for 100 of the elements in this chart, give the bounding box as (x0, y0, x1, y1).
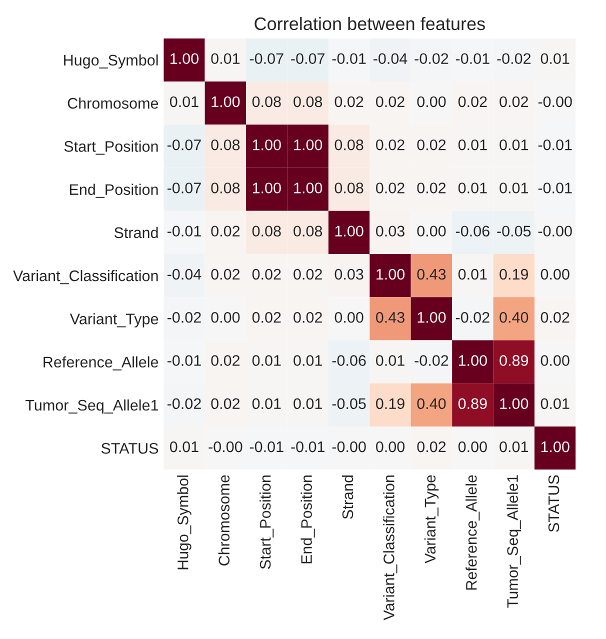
data-label: -0.07 (167, 182, 201, 194)
data-label: 1.00 (170, 53, 198, 64)
data-label: 0.40 (417, 398, 446, 410)
data-label: -0.01 (167, 226, 201, 237)
data-label: 0.02 (334, 96, 364, 108)
data-label: 0.43 (376, 312, 404, 323)
y-tick-label: Chromosome (68, 98, 158, 109)
data-label: -0.02 (167, 398, 201, 410)
data-label: -0.07 (291, 53, 324, 64)
data-label: 0.08 (211, 139, 240, 150)
data-label: -0.00 (538, 96, 572, 108)
data-label: 0.08 (294, 226, 322, 237)
data-label: -0.02 (456, 312, 490, 323)
data-label: -0.01 (538, 182, 572, 194)
data-label: -0.02 (497, 53, 531, 64)
y-tick-label: Start_Position (64, 140, 158, 155)
data-label: -0.01 (167, 355, 201, 366)
data-label: -0.02 (414, 53, 448, 64)
data-label: -0.02 (414, 355, 448, 366)
data-label: 0.01 (170, 96, 198, 108)
data-label: 0.02 (417, 139, 446, 150)
data-label: 0.01 (252, 398, 281, 410)
data-label: -0.00 (332, 441, 366, 452)
y-tick-label: Tumor_Seq_Allele1 (26, 399, 158, 414)
data-label: -0.04 (167, 268, 202, 280)
data-label: -0.06 (456, 226, 490, 237)
data-label: 0.08 (252, 226, 281, 237)
data-label: -0.01 (332, 53, 366, 64)
data-label: 0.01 (500, 441, 528, 452)
data-label: 0.00 (540, 268, 570, 280)
data-label: 0.01 (500, 182, 528, 194)
data-label: 0.00 (417, 226, 446, 237)
data-label: 1.00 (252, 182, 281, 194)
data-label: 0.08 (334, 182, 364, 194)
data-label: 0.43 (417, 268, 446, 280)
data-label: 0.01 (294, 355, 322, 366)
data-label: -0.07 (250, 53, 284, 64)
data-label: 0.00 (334, 312, 364, 323)
y-tick-label: Variant_Type (70, 313, 158, 328)
data-label: 0.01 (170, 441, 198, 452)
data-label: 0.02 (417, 182, 446, 194)
data-label: 0.00 (211, 312, 240, 323)
x-tick-label: Variant_Type (424, 475, 439, 564)
data-label: 0.02 (376, 182, 404, 194)
x-tick-label: STATUS (548, 475, 560, 532)
data-label: -0.06 (332, 355, 366, 366)
data-label: 1.00 (541, 441, 570, 452)
data-label: 0.02 (211, 226, 240, 237)
data-label: 0.00 (458, 441, 487, 452)
data-label: 0.02 (376, 139, 404, 150)
data-label: -0.05 (497, 226, 531, 237)
x-tick-label: Variant_Classification (383, 476, 398, 620)
data-label: 0.40 (500, 312, 528, 323)
data-label: 0.02 (376, 96, 404, 108)
data-label: 0.02 (211, 398, 240, 410)
y-tick-label: STATUS (101, 442, 158, 454)
data-label: -0.01 (538, 139, 572, 150)
y-tick-label: Reference_Allele (44, 356, 158, 370)
x-tick-label: End_Position (300, 476, 315, 564)
x-tick-label: Reference_Allele (466, 475, 480, 590)
data-label: 0.01 (458, 139, 487, 150)
data-label: -0.02 (167, 312, 201, 323)
data-label: 1.00 (252, 139, 281, 150)
x-tick-label: Chromosome (218, 475, 230, 566)
data-label: 0.19 (376, 398, 404, 410)
data-label: 0.02 (294, 268, 322, 280)
x-tick-label: Tumor_Seq_Allele1 (506, 475, 522, 608)
data-label: 1.00 (294, 182, 322, 194)
data-label: 0.01 (252, 355, 281, 366)
data-label: 0.08 (211, 182, 240, 194)
data-label: 0.02 (294, 312, 322, 323)
data-label: 1.00 (212, 96, 240, 108)
data-label: 1.00 (376, 268, 405, 280)
data-label: 1.00 (418, 312, 446, 323)
data-label: 1.00 (294, 139, 322, 150)
data-label: 0.89 (458, 398, 487, 410)
data-label: -0.00 (208, 441, 242, 452)
x-tick-label: Strand (342, 476, 354, 519)
data-label: 0.00 (417, 96, 446, 108)
data-label: 0.02 (252, 268, 281, 280)
y-tick-label: Strand (114, 226, 158, 238)
data-label: -0.01 (291, 441, 325, 452)
data-label: 1.00 (458, 355, 487, 366)
data-label: 1.00 (500, 398, 528, 410)
data-label: 0.02 (540, 312, 570, 323)
data-label: 0.02 (417, 441, 446, 452)
data-label: -0.00 (538, 226, 572, 237)
data-label: 0.02 (211, 355, 240, 366)
data-label: -0.04 (374, 53, 408, 64)
data-label: 0.02 (211, 268, 240, 280)
x-tick-label: Start_Position (260, 476, 274, 569)
data-label: 0.89 (500, 355, 528, 366)
data-label: 0.02 (252, 312, 281, 323)
data-label: 0.01 (458, 268, 487, 280)
data-label: 0.01 (458, 182, 487, 194)
chart-title: Correlation between features (254, 16, 485, 30)
data-label: 0.03 (334, 268, 364, 280)
data-label: 0.08 (294, 96, 322, 108)
data-label: 1.00 (335, 226, 364, 237)
y-tick-label: Variant_Classification (13, 270, 158, 284)
